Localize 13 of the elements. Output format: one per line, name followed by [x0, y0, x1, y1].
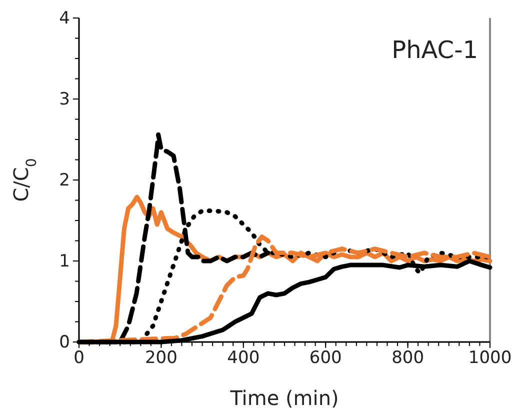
x-tick-label: 800: [392, 348, 424, 368]
x-axis-title: Time (min): [229, 386, 339, 410]
x-tick-label: 600: [309, 348, 342, 368]
x-tick-label: 400: [227, 348, 260, 368]
y-tick-label: 2: [59, 170, 70, 190]
y-tick-label: 3: [59, 89, 70, 110]
y-tick-label: 1: [59, 251, 70, 272]
y-tick-label: 0: [59, 332, 70, 352]
annotation: PhAC-1: [392, 36, 478, 64]
x-tick-label: 1000: [468, 348, 512, 368]
y-tick-label: 4: [59, 8, 70, 28]
x-tick-label: 0: [74, 348, 84, 368]
x-tick-label: 200: [144, 348, 178, 368]
